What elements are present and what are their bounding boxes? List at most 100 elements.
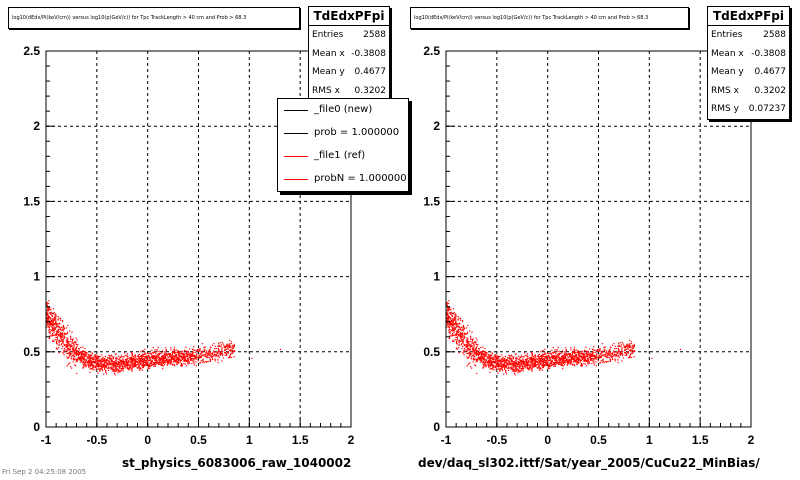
- data-point: [533, 359, 535, 361]
- data-point: [172, 350, 174, 353]
- data-point: [607, 361, 609, 363]
- data-point: [612, 353, 614, 355]
- data-point: [201, 359, 203, 362]
- data-point: [187, 351, 189, 353]
- data-point: [53, 313, 55, 315]
- data-point: [218, 344, 220, 346]
- data-point: [457, 343, 459, 345]
- data-point: [67, 344, 69, 346]
- data-point: [165, 349, 167, 351]
- data-point: [85, 352, 87, 354]
- data-point: [630, 343, 632, 345]
- data-point: [454, 323, 456, 325]
- data-point: [458, 326, 460, 328]
- data-point: [531, 367, 533, 369]
- data-point: [223, 345, 225, 347]
- data-point: [50, 323, 52, 326]
- data-point: [586, 365, 588, 367]
- data-point: [100, 359, 102, 362]
- data-point: [119, 371, 121, 373]
- data-point: [473, 346, 475, 348]
- data-point: [567, 357, 569, 359]
- data-point: [572, 361, 574, 363]
- data-point: [113, 369, 115, 371]
- data-point: [453, 318, 455, 320]
- data-point: [517, 360, 519, 362]
- data-point: [451, 323, 453, 325]
- data-point: [74, 351, 76, 353]
- data-point: [542, 364, 544, 366]
- data-point: [205, 354, 207, 356]
- data-point: [56, 333, 58, 335]
- data-point: [458, 322, 460, 324]
- data-point: [177, 359, 179, 361]
- data-point: [468, 355, 470, 357]
- data-point: [95, 365, 97, 367]
- data-point: [219, 345, 221, 347]
- data-point: [115, 359, 117, 361]
- data-point: [137, 354, 139, 356]
- data-point: [219, 342, 221, 344]
- data-point: [219, 352, 221, 354]
- data-point: [616, 352, 618, 354]
- data-point: [509, 355, 511, 357]
- data-point: [159, 357, 161, 359]
- data-point: [140, 363, 142, 365]
- data-point: [189, 359, 191, 361]
- data-point: [124, 355, 126, 357]
- data-point: [202, 358, 204, 360]
- data-point: [213, 350, 215, 352]
- data-point: [92, 359, 94, 361]
- data-point: [595, 365, 597, 367]
- data-point: [226, 346, 228, 348]
- data-point: [463, 354, 465, 356]
- data-point: [456, 347, 458, 349]
- data-point: [102, 369, 104, 372]
- data-point: [525, 360, 528, 363]
- data-point: [543, 358, 545, 360]
- data-point: [147, 367, 149, 369]
- data-point: [194, 355, 197, 357]
- data-point: [150, 353, 153, 356]
- data-point: [145, 361, 147, 364]
- data-point: [155, 359, 157, 361]
- data-point: [590, 357, 592, 360]
- data-point: [540, 358, 542, 360]
- data-point: [586, 353, 588, 355]
- data-point: [183, 359, 185, 361]
- data-point: [485, 352, 487, 354]
- data-point: [623, 345, 625, 347]
- data-point: [88, 365, 90, 367]
- data-point: [499, 369, 501, 371]
- data-point: [520, 355, 522, 357]
- data-point: [534, 363, 536, 365]
- y-tick-label: 1.5: [23, 194, 40, 208]
- data-point: [483, 353, 485, 356]
- data-point: [539, 369, 541, 371]
- data-point: [478, 347, 480, 350]
- data-point: [581, 357, 583, 359]
- data-point: [70, 366, 72, 368]
- data-point: [451, 314, 453, 316]
- data-point: [170, 358, 173, 360]
- data-point: [57, 343, 59, 345]
- data-point: [524, 363, 526, 365]
- data-point: [599, 350, 601, 352]
- data-point: [631, 345, 633, 347]
- legend-entry: prob = 1.000000: [278, 122, 408, 145]
- data-point: [53, 330, 55, 332]
- data-point: [491, 360, 493, 362]
- data-point: [462, 320, 464, 322]
- data-point: [94, 360, 97, 362]
- data-point: [511, 354, 513, 356]
- data-point: [538, 357, 540, 359]
- data-point: [168, 360, 170, 363]
- data-point: [515, 353, 517, 355]
- data-point: [486, 353, 488, 355]
- data-point: [464, 333, 466, 336]
- data-point: [126, 355, 128, 357]
- data-point: [48, 316, 50, 318]
- data-point: [543, 360, 545, 362]
- data-point: [221, 353, 223, 355]
- data-point: [534, 365, 536, 368]
